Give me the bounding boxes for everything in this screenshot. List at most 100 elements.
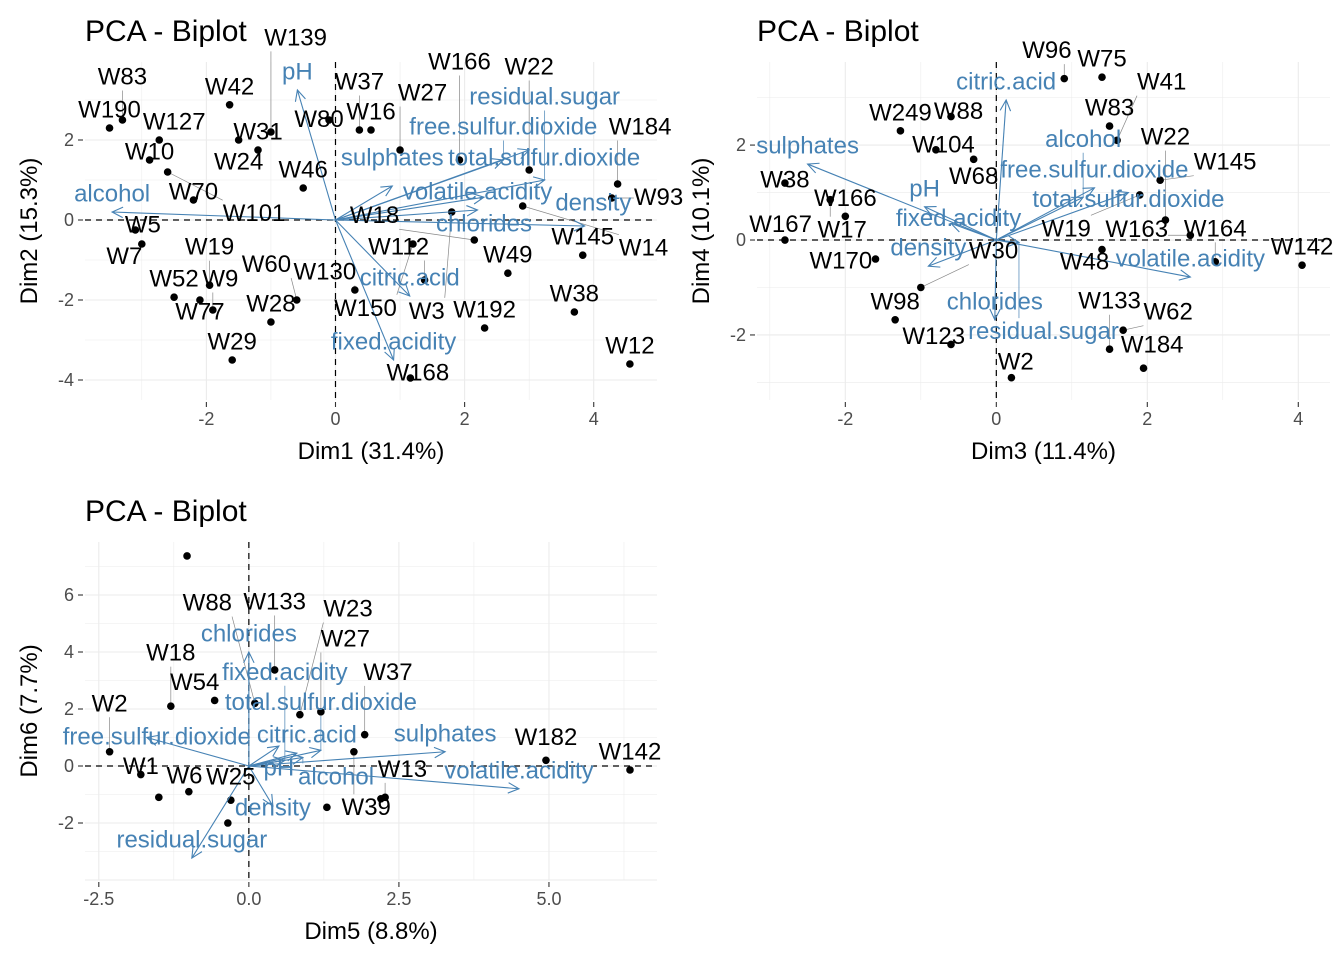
- data-point: [542, 756, 550, 765]
- loading-arrow: [994, 240, 997, 320]
- data-point: [205, 281, 214, 290]
- point-label: W54: [170, 669, 219, 696]
- point-label: W88: [183, 590, 232, 617]
- point-label: W18: [146, 640, 195, 667]
- point-label: W27: [321, 626, 370, 653]
- point-label: W145: [1194, 149, 1257, 176]
- data-point: [299, 184, 308, 192]
- point-label: W70: [169, 179, 218, 206]
- y-tick-label: 2: [64, 699, 74, 719]
- point-label: W3: [409, 298, 445, 325]
- point-label: W9: [202, 266, 238, 293]
- data-point: [896, 127, 905, 135]
- point-label: W130: [294, 259, 357, 286]
- point-label: W145: [551, 224, 614, 251]
- data-point: [1119, 326, 1127, 335]
- variable-label: citric.acid: [360, 265, 460, 292]
- arrow-head: [384, 347, 395, 362]
- point-label: W17: [818, 217, 867, 244]
- y-tick-label: -2: [58, 290, 74, 310]
- data-point: [504, 269, 512, 278]
- x-tick-label: -2: [837, 409, 853, 429]
- arrow-head: [145, 734, 159, 746]
- data-point: [185, 787, 193, 796]
- point-label: W127: [143, 109, 206, 136]
- data-point: [1113, 136, 1121, 145]
- data-point: [163, 168, 172, 176]
- arrow-head: [380, 185, 394, 197]
- variable-label: pH: [909, 175, 940, 202]
- variable-label: sulphates: [394, 720, 497, 747]
- arrow-head: [1178, 269, 1192, 281]
- data-point: [1007, 373, 1016, 382]
- data-point: [1161, 216, 1170, 224]
- data-point: [626, 766, 634, 774]
- point-label: W46: [279, 157, 328, 184]
- point-label: W7: [106, 243, 142, 270]
- data-point: [350, 747, 358, 756]
- data-point: [170, 293, 178, 302]
- y-tick-label: 0: [736, 230, 746, 250]
- variable-label: residual.sugar: [469, 84, 620, 111]
- arrow-head: [1007, 235, 1021, 247]
- loading-arrow: [996, 239, 1020, 243]
- loading-arrow: [928, 239, 997, 267]
- data-point: [296, 710, 304, 719]
- data-point: [1098, 73, 1106, 81]
- arrow-head: [110, 206, 124, 219]
- data-point: [137, 770, 145, 779]
- point-label: W29: [208, 329, 257, 356]
- y-tick-label: 0: [64, 210, 74, 230]
- point-label: W133: [243, 588, 306, 615]
- data-point: [1098, 245, 1106, 254]
- x-axis-title: Dim5 (8.8%): [304, 918, 437, 945]
- point-label: W23: [323, 596, 372, 623]
- loading-arrow: [248, 752, 298, 767]
- data-point: [251, 699, 259, 708]
- data-point: [360, 730, 369, 739]
- arrow-head: [433, 746, 447, 759]
- x-tick-label: 4: [589, 409, 599, 429]
- point-label: W52: [149, 266, 198, 293]
- variable-label: residual.sugar: [116, 827, 267, 854]
- variable-label: alcohol: [74, 181, 150, 208]
- data-point: [155, 136, 164, 144]
- x-tick-label: 2: [1142, 409, 1152, 429]
- data-point: [1105, 345, 1114, 354]
- variable-label: sulphates: [341, 145, 444, 172]
- arrow-head: [532, 176, 546, 188]
- point-label: W249: [869, 99, 932, 126]
- data-point: [267, 318, 275, 326]
- x-tick-label: 0: [991, 409, 1001, 429]
- label-leader-line: [522, 205, 619, 236]
- point-label: W88: [934, 98, 983, 125]
- point-label: W13: [378, 756, 427, 783]
- point-label: W12: [605, 333, 654, 360]
- data-point: [189, 196, 198, 204]
- arrow-head: [927, 257, 941, 268]
- data-point: [183, 552, 191, 560]
- data-point: [891, 315, 899, 324]
- data-point: [525, 166, 533, 174]
- x-tick-label: 5.0: [536, 889, 561, 909]
- point-label: W184: [609, 114, 672, 141]
- variable-label: density: [555, 190, 631, 217]
- variable-label: volatile.acidity: [1116, 246, 1265, 273]
- point-label: W1: [123, 753, 159, 780]
- data-point: [608, 194, 616, 202]
- point-label: W77: [175, 299, 224, 326]
- data-point: [167, 702, 175, 710]
- data-point: [105, 124, 114, 132]
- data-point: [613, 180, 622, 188]
- loading-arrow: [248, 745, 280, 767]
- point-label: W80: [294, 106, 343, 133]
- loading-arrow: [335, 209, 478, 221]
- data-point: [138, 240, 146, 248]
- point-label: W42: [205, 73, 254, 100]
- data-point: [871, 255, 880, 263]
- data-point: [323, 803, 331, 812]
- y-axis-title: Dim4 (10.1%): [688, 158, 715, 305]
- biplot-panel-2: citric.acid sulphates free.sulfur.dioxide t…: [688, 15, 1333, 465]
- label-leader-line: [1116, 95, 1138, 141]
- arrow-head: [262, 793, 274, 807]
